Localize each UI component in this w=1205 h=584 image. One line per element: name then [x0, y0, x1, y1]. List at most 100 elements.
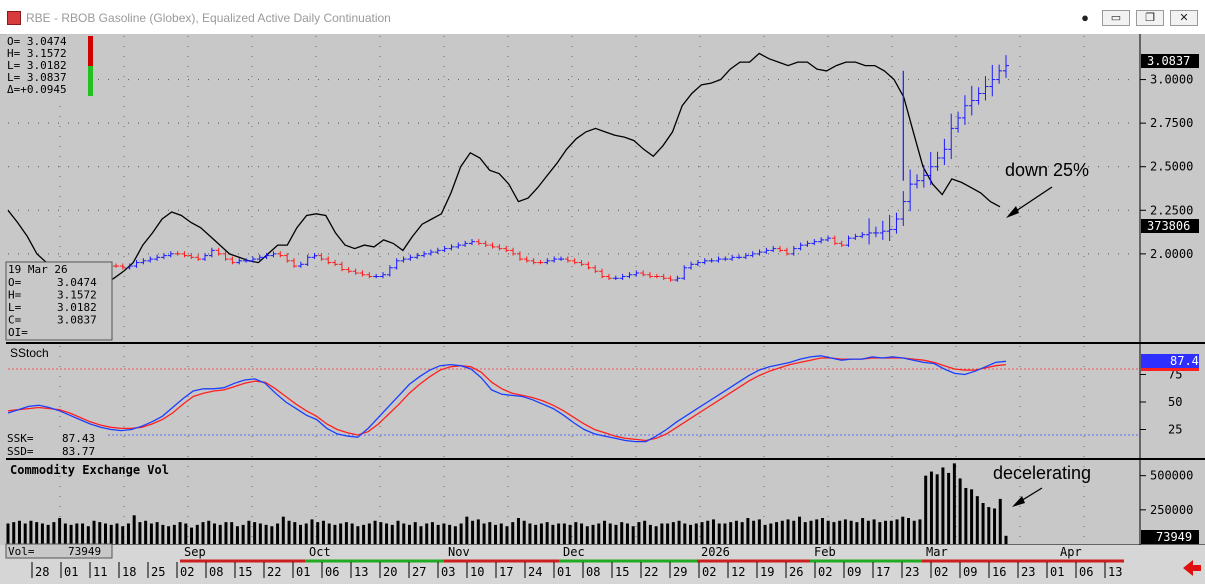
volume-bar — [597, 523, 601, 544]
vol-current-value: 73949 — [1156, 530, 1192, 544]
stoch-panel — [6, 345, 1140, 458]
volume-bar — [769, 523, 773, 544]
volume-bar — [1004, 535, 1008, 544]
volume-bar — [293, 522, 297, 544]
volume-bar — [746, 518, 750, 544]
stoch-current-value: 87.4 — [1170, 354, 1199, 368]
stoch-current-badge — [1141, 354, 1199, 368]
ohlc-readout — [7, 35, 93, 97]
volume-bar — [207, 520, 211, 544]
volume-bar — [585, 526, 589, 544]
stoch-current-underline — [1141, 368, 1199, 371]
volume-bar — [947, 472, 951, 544]
volume-bar — [562, 523, 566, 544]
volume-bar — [798, 516, 802, 544]
restore-button[interactable]: ❐ — [1136, 10, 1164, 26]
price-tick-label: 3.0000 — [1150, 73, 1193, 87]
volume-bar — [385, 523, 389, 544]
volume-bar — [580, 523, 584, 544]
day-label: 02 — [702, 565, 716, 579]
month-label: Oct — [309, 545, 331, 559]
ohlc-range-green — [88, 66, 93, 96]
volume-bar — [861, 518, 865, 544]
day-label: 02 — [934, 565, 948, 579]
volume-bar — [167, 526, 171, 544]
volume-bar — [843, 519, 847, 544]
volume-bar — [998, 498, 1002, 544]
volume-bar — [906, 518, 910, 544]
month-label: 2026 — [701, 545, 730, 559]
volume-bar — [740, 522, 744, 544]
volume-bar — [815, 519, 819, 544]
volume-bar — [92, 520, 96, 544]
volume-bar — [866, 520, 870, 544]
volume-bar — [924, 475, 928, 544]
volume-bar — [878, 522, 882, 544]
volume-bar — [614, 524, 618, 544]
volume-bar — [729, 522, 733, 544]
volume-panel — [6, 460, 1140, 544]
day-label: 01 — [557, 565, 571, 579]
scroll-left-arrow-icon[interactable] — [1183, 560, 1201, 576]
record-button[interactable]: ● — [1081, 10, 1089, 25]
volume-bar — [643, 520, 647, 544]
day-label: 17 — [876, 565, 890, 579]
volume-bar — [402, 523, 406, 544]
day-label: 25 — [151, 565, 165, 579]
volume-bar — [339, 523, 343, 544]
volume-bar — [516, 518, 520, 544]
volume-bar — [494, 524, 498, 544]
price-tick-label: 2.7500 — [1150, 116, 1193, 130]
volume-bar — [195, 524, 199, 544]
volume-bar — [482, 523, 486, 544]
ohlc-last: L= 3.0837 — [7, 71, 67, 84]
data-window-date: 19 Mar 26 — [8, 263, 68, 276]
volume-bar — [276, 523, 280, 544]
volume-bar — [872, 519, 876, 544]
volume-bar — [327, 523, 331, 544]
volume-bar — [666, 523, 670, 544]
day-label: 19 — [760, 565, 774, 579]
ssk-line — [7, 355, 1007, 443]
volume-bar — [373, 520, 377, 544]
volume-bar — [620, 522, 624, 544]
minimize-button[interactable]: ▭ — [1102, 10, 1130, 26]
volume-bar — [212, 523, 216, 544]
day-label: 09 — [847, 565, 861, 579]
close-button[interactable]: ✕ — [1170, 10, 1198, 26]
volume-bar — [929, 471, 933, 544]
day-label: 13 — [354, 565, 368, 579]
volume-bar — [700, 522, 704, 544]
volume-bar — [419, 526, 423, 544]
vol-label: Vol= — [8, 545, 35, 558]
annotation-down-25: down 25% — [1005, 160, 1089, 180]
day-label: 08 — [209, 565, 223, 579]
volume-bar — [40, 523, 44, 544]
ohlc-high: H= 3.1572 — [7, 47, 67, 60]
volume-bar — [539, 523, 543, 544]
volume-bar — [912, 520, 916, 544]
data-window-label: L= — [8, 301, 22, 314]
stoch-tick-label: 25 — [1168, 423, 1182, 437]
price-panel — [6, 34, 1140, 343]
volume-bar — [838, 520, 842, 544]
data-window-value: 3.1572 — [57, 289, 97, 302]
volume-bar — [253, 522, 257, 544]
day-label: 13 — [1108, 565, 1122, 579]
volume-bar — [23, 523, 27, 544]
vol-value: 73949 — [68, 545, 101, 558]
volume-bar — [442, 523, 446, 544]
volume-bar — [706, 520, 710, 544]
day-label: 01 — [64, 565, 78, 579]
volume-bar — [522, 520, 526, 544]
price-axis-area — [1140, 34, 1205, 544]
volume-title: Commodity Exchange Vol — [10, 463, 169, 477]
day-label: 18 — [122, 565, 136, 579]
volume-bar — [505, 526, 509, 544]
volume-bar — [625, 523, 629, 544]
volume-bar — [471, 520, 475, 544]
volume-bar — [321, 520, 325, 544]
day-label: 23 — [905, 565, 919, 579]
volume-bar — [763, 524, 767, 544]
